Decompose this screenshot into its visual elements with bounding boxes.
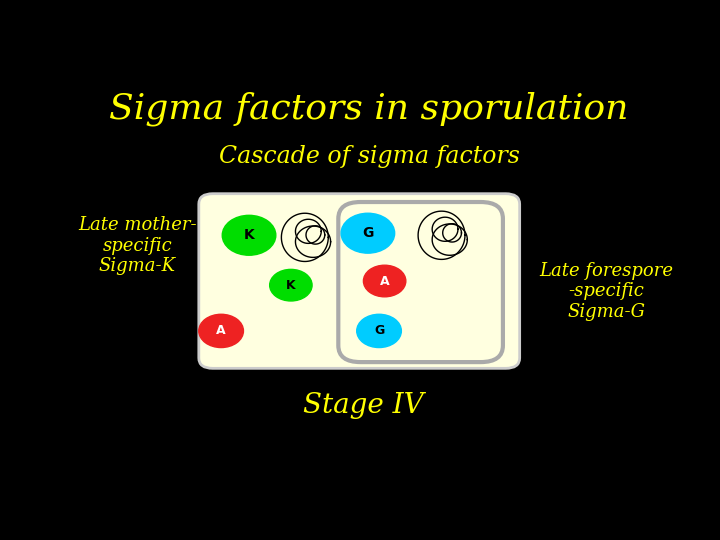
Circle shape — [222, 215, 276, 255]
Circle shape — [364, 265, 406, 297]
Circle shape — [341, 213, 395, 253]
Text: A: A — [216, 325, 226, 338]
Text: G: G — [374, 325, 384, 338]
Circle shape — [199, 314, 243, 348]
Text: Stage IV: Stage IV — [303, 392, 424, 419]
Text: K: K — [286, 279, 296, 292]
Text: K: K — [243, 228, 254, 242]
Text: Late forespore
-specific
Sigma-G: Late forespore -specific Sigma-G — [539, 261, 673, 321]
Text: Sigma factors in sporulation: Sigma factors in sporulation — [109, 91, 629, 126]
Text: Cascade of sigma factors: Cascade of sigma factors — [219, 145, 519, 168]
FancyBboxPatch shape — [338, 202, 503, 362]
Text: Late mother-
specific
Sigma-K: Late mother- specific Sigma-K — [78, 216, 197, 275]
FancyBboxPatch shape — [199, 194, 520, 368]
Circle shape — [356, 314, 401, 348]
Text: G: G — [362, 226, 374, 240]
Circle shape — [270, 269, 312, 301]
Text: A: A — [380, 274, 390, 287]
